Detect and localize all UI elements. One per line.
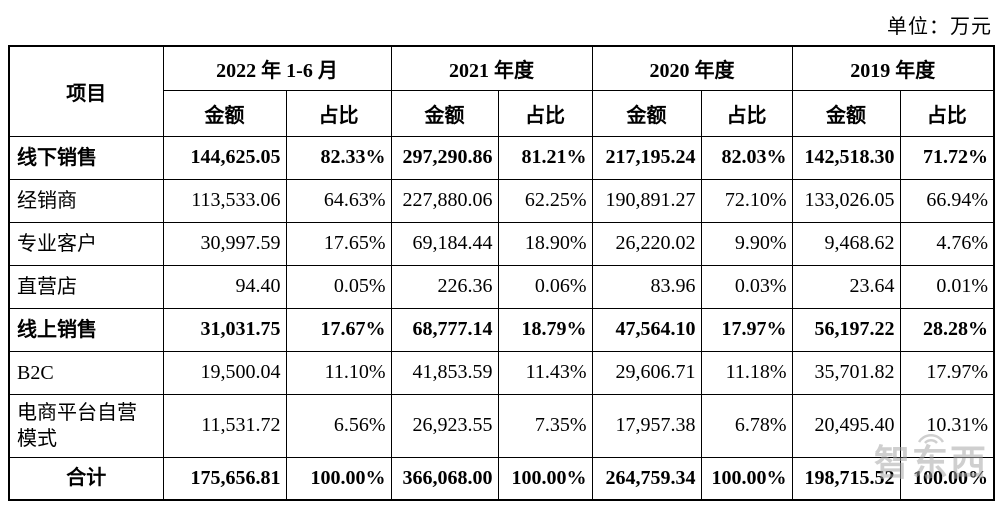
row-label: 线下销售 (8, 135, 164, 180)
ratio-cell: 6.56% (285, 393, 392, 458)
ratio-cell: 9.90% (700, 221, 793, 266)
header-row-years: 项目 2022 年 1-6 月 2021 年度 2020 年度 2019 年度 (8, 45, 995, 137)
row-label: B2C (8, 350, 164, 395)
unit-label: 单位：万元 (887, 16, 992, 38)
header-row-measures: 金额 占比 金额 占比 金额 占比 金额 占比 (9, 89, 995, 137)
table-row: 直营店 94.40 0.05% 226.36 0.06% 83.96 0.03% 23.64 0… (8, 264, 995, 309)
ratio-cell: 0.06% (497, 264, 593, 309)
ratio-cell: 100.00% (497, 456, 593, 501)
row-label: 直营店 (8, 264, 164, 309)
row-label: 电商平台自营模式 (8, 393, 164, 458)
ratio-cell: 18.90% (497, 221, 593, 266)
amount-cell: 175,656.81 (162, 456, 287, 501)
column-header-amount-2019: 金额 (791, 89, 901, 137)
column-header-amount-2021: 金额 (390, 89, 499, 137)
sales-breakdown-table: 项目 2022 年 1-6 月 2021 年度 2020 年度 2019 年度 … (8, 45, 996, 501)
amount-cell: 198,715.52 (791, 456, 901, 501)
column-group-2022: 2022 年 1-6 月 (162, 45, 392, 91)
ratio-cell: 0.03% (700, 264, 793, 309)
table-row: 电商平台自营模式 11,531.72 6.56% 26,923.55 7.35% 17,9… (8, 393, 995, 458)
table-body: 线下销售 144,625.05 82.33% 297,290.86 81.21% 217,… (8, 135, 995, 501)
amount-cell: 17,957.38 (591, 393, 702, 458)
ratio-cell: 17.67% (285, 307, 392, 352)
amount-cell: 56,197.22 (791, 307, 901, 352)
column-header-ratio-2020: 占比 (700, 89, 793, 137)
ratio-cell: 62.25% (497, 178, 593, 223)
amount-cell: 144,625.05 (162, 135, 287, 180)
column-header-ratio-2019: 占比 (899, 89, 995, 137)
amount-cell: 366,068.00 (390, 456, 499, 501)
amount-cell: 217,195.24 (591, 135, 702, 180)
ratio-cell: 17.97% (899, 350, 995, 395)
amount-cell: 68,777.14 (390, 307, 499, 352)
column-group-2021: 2021 年度 (390, 45, 593, 91)
ratio-cell: 66.94% (899, 178, 995, 223)
ratio-cell: 17.97% (700, 307, 793, 352)
table-row: 线上销售 31,031.75 17.67% 68,777.14 18.79% 47,564… (8, 307, 995, 352)
amount-cell: 35,701.82 (791, 350, 901, 395)
amount-cell: 20,495.40 (791, 393, 901, 458)
column-group-2020: 2020 年度 (591, 45, 793, 91)
ratio-cell: 71.72% (899, 135, 995, 180)
row-label: 线上销售 (8, 307, 164, 352)
ratio-cell: 17.65% (285, 221, 392, 266)
table-row: 合计 175,656.81 100.00% 366,068.00 100.00% 264,… (8, 456, 995, 501)
amount-cell: 69,184.44 (390, 221, 499, 266)
ratio-cell: 100.00% (285, 456, 392, 501)
amount-cell: 264,759.34 (591, 456, 702, 501)
ratio-cell: 82.03% (700, 135, 793, 180)
ratio-cell: 7.35% (497, 393, 593, 458)
amount-cell: 133,026.05 (791, 178, 901, 223)
ratio-cell: 100.00% (700, 456, 793, 501)
ratio-cell: 0.01% (899, 264, 995, 309)
row-label: 合计 (8, 456, 164, 501)
amount-cell: 226.36 (390, 264, 499, 309)
amount-cell: 297,290.86 (390, 135, 499, 180)
row-label: 专业客户 (8, 221, 164, 266)
amount-cell: 11,531.72 (162, 393, 287, 458)
ratio-cell: 18.79% (497, 307, 593, 352)
table-row: 经销商 113,533.06 64.63% 227,880.06 62.25% 190,8… (8, 178, 995, 223)
ratio-cell: 82.33% (285, 135, 392, 180)
ratio-cell: 81.21% (497, 135, 593, 180)
ratio-cell: 72.10% (700, 178, 793, 223)
amount-cell: 227,880.06 (390, 178, 499, 223)
ratio-cell: 64.63% (285, 178, 392, 223)
table-row: B2C 19,500.04 11.10% 41,853.59 11.43% 29,606.… (8, 350, 995, 395)
ratio-cell: 0.05% (285, 264, 392, 309)
amount-cell: 190,891.27 (591, 178, 702, 223)
column-header-ratio-2021: 占比 (497, 89, 593, 137)
amount-cell: 31,031.75 (162, 307, 287, 352)
ratio-cell: 100.00% (899, 456, 995, 501)
amount-cell: 19,500.04 (162, 350, 287, 395)
amount-cell: 26,220.02 (591, 221, 702, 266)
column-group-2019: 2019 年度 (791, 45, 995, 91)
amount-cell: 83.96 (591, 264, 702, 309)
ratio-cell: 11.43% (497, 350, 593, 395)
ratio-cell: 6.78% (700, 393, 793, 458)
ratio-cell: 11.10% (285, 350, 392, 395)
table-row: 专业客户 30,997.59 17.65% 69,184.44 18.90% 26,220… (8, 221, 995, 266)
amount-cell: 26,923.55 (390, 393, 499, 458)
table-row: 线下销售 144,625.05 82.33% 297,290.86 81.21% 217,… (8, 135, 995, 180)
row-label: 经销商 (8, 178, 164, 223)
ratio-cell: 28.28% (899, 307, 995, 352)
amount-cell: 30,997.59 (162, 221, 287, 266)
amount-cell: 142,518.30 (791, 135, 901, 180)
amount-cell: 47,564.10 (591, 307, 702, 352)
amount-cell: 29,606.71 (591, 350, 702, 395)
ratio-cell: 11.18% (700, 350, 793, 395)
ratio-cell: 4.76% (899, 221, 995, 266)
column-header-item: 项目 (8, 45, 164, 137)
amount-cell: 41,853.59 (390, 350, 499, 395)
column-header-amount-2020: 金额 (591, 89, 702, 137)
amount-cell: 9,468.62 (791, 221, 901, 266)
amount-cell: 23.64 (791, 264, 901, 309)
column-header-ratio-2022: 占比 (285, 89, 392, 137)
column-header-amount-2022: 金额 (162, 89, 287, 137)
amount-cell: 113,533.06 (162, 178, 287, 223)
amount-cell: 94.40 (162, 264, 287, 309)
ratio-cell: 10.31% (899, 393, 995, 458)
